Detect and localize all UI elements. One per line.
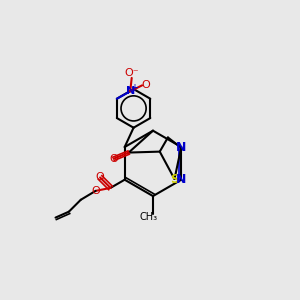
Text: O: O bbox=[141, 80, 150, 90]
Text: O: O bbox=[91, 186, 100, 196]
Text: O: O bbox=[96, 172, 104, 182]
Text: N: N bbox=[176, 140, 187, 154]
Text: CH₃: CH₃ bbox=[140, 212, 158, 222]
Text: +: + bbox=[130, 83, 138, 93]
Text: S: S bbox=[170, 172, 179, 185]
Text: N: N bbox=[126, 86, 135, 96]
Text: N: N bbox=[176, 173, 187, 186]
Text: O: O bbox=[109, 154, 118, 164]
Text: O⁻: O⁻ bbox=[124, 68, 139, 78]
